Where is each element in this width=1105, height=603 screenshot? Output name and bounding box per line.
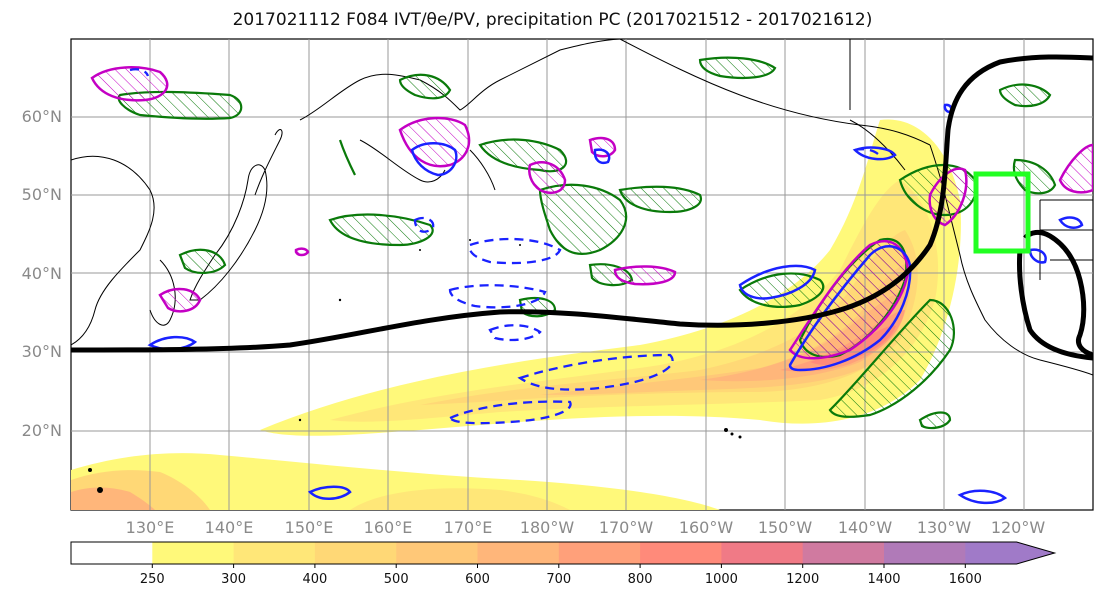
colorbar-segment xyxy=(314,542,397,564)
colorbar-outline xyxy=(70,541,1057,565)
colorbar-segment xyxy=(802,542,885,564)
colorbar-tick-label: 400 xyxy=(302,572,327,587)
map-content xyxy=(71,39,1093,510)
colorbar-segment xyxy=(71,542,153,564)
colorbar-tick-label: 700 xyxy=(546,572,571,587)
colorbar-tick-label: 500 xyxy=(384,572,409,587)
dashed-contours xyxy=(129,68,881,425)
lat-label: 60°N xyxy=(22,107,62,126)
lon-label: 170°E xyxy=(444,518,493,537)
colorbar-segment xyxy=(558,542,641,564)
colorbar-segment xyxy=(884,542,966,564)
colorbar-tick-label: 250 xyxy=(140,572,165,587)
jet-contours xyxy=(71,54,1093,361)
colorbar-tick-label: 300 xyxy=(221,572,246,587)
colorbar-segment xyxy=(152,542,235,564)
lon-label: 160°W xyxy=(679,518,734,537)
lat-label: 50°N xyxy=(22,185,62,204)
lon-label: 140°W xyxy=(838,518,893,537)
colorbar: 250 300 400 500 600 700 800 1000 1200 1400 1600 xyxy=(70,541,1057,587)
lon-labels: 130°E 140°E 150°E 160°E 170°E 180°W 170°… xyxy=(126,518,1046,537)
lon-label: 120°W xyxy=(991,518,1046,537)
lon-label: 140°E xyxy=(205,518,254,537)
lon-label: 130°W xyxy=(917,518,972,537)
colorbar-segment xyxy=(640,542,722,564)
lon-label: 160°E xyxy=(364,518,413,537)
colorbar-segment xyxy=(396,542,478,564)
colorbar-segment xyxy=(965,542,1055,564)
lon-label: 150°E xyxy=(285,518,334,537)
colorbar-segment xyxy=(233,542,316,564)
colorbar-segment xyxy=(721,542,804,564)
lon-label: 150°W xyxy=(758,518,813,537)
colorbar-tick-label: 800 xyxy=(628,572,653,587)
colorbar-tick-label: 1400 xyxy=(867,572,900,587)
lon-label: 180°W xyxy=(520,518,575,537)
lat-label: 30°N xyxy=(22,342,62,361)
lat-label: 40°N xyxy=(22,264,62,283)
map-title: 2017021112 F084 IVT/θe/PV, precipitation… xyxy=(232,10,873,30)
colorbar-tick-label: 1600 xyxy=(949,572,982,587)
lon-label: 130°E xyxy=(126,518,175,537)
lat-label: 20°N xyxy=(22,421,62,440)
colorbar-tick-label: 600 xyxy=(465,572,490,587)
lat-labels: 60°N 50°N 40°N 30°N 20°N xyxy=(22,107,62,440)
colorbar-segment xyxy=(477,542,560,564)
colorbar-tick-label: 1200 xyxy=(786,572,819,587)
colorbar-tick-label: 1000 xyxy=(705,572,738,587)
pv-contours xyxy=(90,66,1093,360)
lon-label: 170°W xyxy=(599,518,654,537)
region-highlight-box xyxy=(973,171,1031,254)
